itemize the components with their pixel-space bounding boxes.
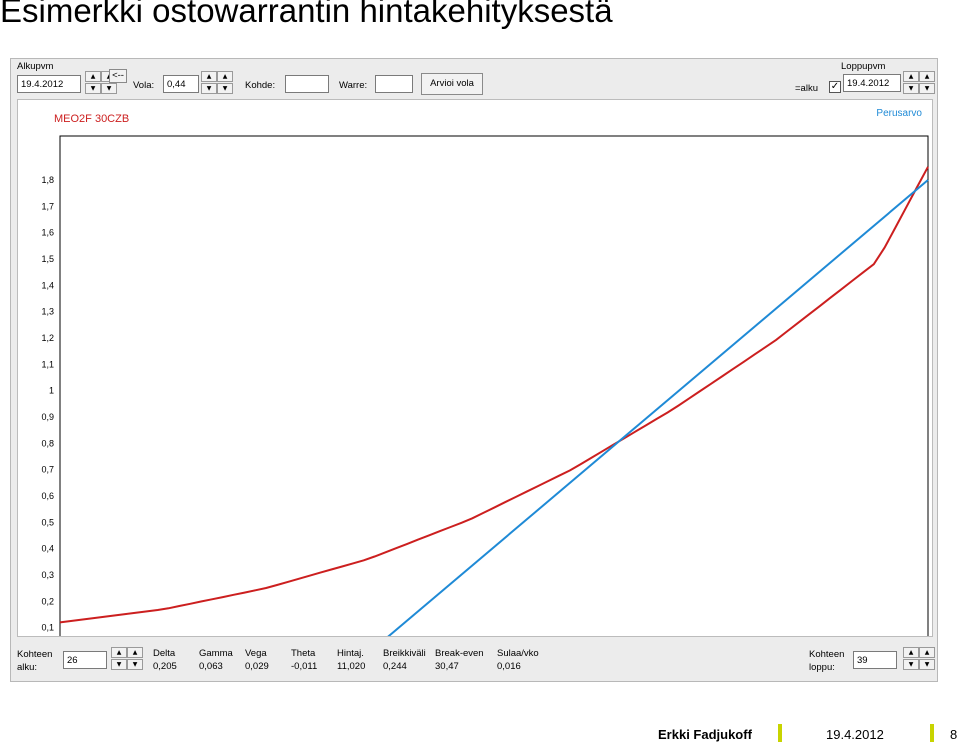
- vola-label: Vola:: [133, 80, 155, 91]
- alku-checkbox[interactable]: ✓: [829, 81, 841, 93]
- footer-divider-2: [930, 724, 934, 742]
- kohteen-loppu-label: Kohteen: [809, 649, 845, 660]
- kohteen-loppu-down2-icon[interactable]: ▼: [919, 659, 935, 670]
- vola-down-icon[interactable]: ▼: [201, 83, 217, 94]
- slide-title: Esimerkki ostowarrantin hintakehityksest…: [0, 0, 613, 29]
- vola-field[interactable]: 0,44: [163, 75, 199, 93]
- kohteen-alku-down-icon[interactable]: ▼: [111, 659, 127, 670]
- footer-author: Erkki Fadjukoff: [658, 727, 752, 742]
- legend-perusarvo: Perusarvo: [876, 108, 922, 119]
- stat-label: Breikkiväli: [383, 648, 426, 659]
- price-chart: MEO2F 30CZB Perusarvo 00,10,20,30,40,50,…: [41, 108, 934, 671]
- stat-value: 30,47: [435, 661, 459, 672]
- y-tick-label: 1,4: [41, 280, 54, 290]
- y-tick-label: 1,3: [41, 307, 54, 317]
- y-tick-label: 1,8: [41, 175, 54, 185]
- stat-label: Theta: [291, 648, 316, 659]
- alkupvm-down2-icon[interactable]: ▼: [101, 83, 117, 94]
- arvioi-vola-button[interactable]: Arvioi vola: [421, 73, 483, 95]
- alkupvm-field[interactable]: 19.4.2012: [17, 75, 81, 93]
- back-button[interactable]: <--: [109, 69, 127, 83]
- vola-down2-icon[interactable]: ▼: [217, 83, 233, 94]
- vola-up2-icon[interactable]: ▲: [217, 71, 233, 82]
- y-tick-label: 0,7: [41, 465, 54, 475]
- y-tick-label: 0,3: [41, 570, 54, 580]
- footer-divider: [778, 724, 782, 742]
- stat-value: 0,016: [497, 661, 521, 672]
- series-line-perusarvo: [366, 179, 929, 655]
- kohteen-alku-up-icon[interactable]: ▲: [111, 647, 127, 658]
- series-line-warrant: [59, 166, 929, 624]
- kohteen-loppu-label2: loppu:: [809, 662, 835, 673]
- loppupvm-field[interactable]: 19.4.2012: [843, 74, 901, 92]
- kohteen-loppu-up2-icon[interactable]: ▲: [919, 647, 935, 658]
- y-tick-label: 0,9: [41, 412, 54, 422]
- slide-footer: Erkki Fadjukoff 19.4.2012 8: [0, 722, 960, 745]
- stat-value: 0,205: [153, 661, 177, 672]
- app-window: Alkupvm 19.4.2012 ▲ ▼ ▲ ▼ <-- Vola: 0,44…: [10, 58, 938, 682]
- footer-date: 19.4.2012: [826, 727, 884, 742]
- y-tick-label: 0,1: [41, 623, 54, 633]
- kohteen-alku-down2-icon[interactable]: ▼: [127, 659, 143, 670]
- plot-area: [59, 135, 929, 655]
- loppupvm-up2-icon[interactable]: ▲: [919, 71, 935, 82]
- kohteen-alku-up2-icon[interactable]: ▲: [127, 647, 143, 658]
- alkupvm-up-icon[interactable]: ▲: [85, 71, 101, 82]
- stat-label: Vega: [245, 648, 267, 659]
- loppupvm-up-icon[interactable]: ▲: [903, 71, 919, 82]
- kohteen-alku-label2: alku:: [17, 662, 38, 673]
- kohteen-loppu-field[interactable]: 39: [853, 651, 897, 669]
- y-tick-label: 1: [49, 386, 54, 396]
- footer-page-number: 8: [950, 727, 958, 742]
- loppupvm-label: Loppupvm: [841, 61, 886, 72]
- stat-label: Gamma: [199, 648, 233, 659]
- y-tick-label: 1,7: [41, 201, 54, 211]
- stat-label: Sulaa/vko: [497, 648, 539, 659]
- warre-field[interactable]: [375, 75, 413, 93]
- y-tick-label: 0,4: [41, 544, 54, 554]
- stat-label: Hintaj.: [337, 648, 364, 659]
- y-tick-label: 0,2: [41, 596, 54, 606]
- alkupvm-label: Alkupvm: [17, 61, 54, 72]
- chart-title: MEO2F 30CZB: [54, 113, 129, 125]
- y-tick-label: 0,5: [41, 517, 54, 527]
- kohteen-loppu-down-icon[interactable]: ▼: [903, 659, 919, 670]
- y-tick-label: 1,1: [41, 359, 54, 369]
- stat-value: 11,020: [337, 661, 366, 672]
- loppupvm-down2-icon[interactable]: ▼: [919, 83, 935, 94]
- kohteen-loppu-up-icon[interactable]: ▲: [903, 647, 919, 658]
- kohteen-alku-label: Kohteen: [17, 649, 53, 660]
- stat-value: 0,244: [383, 661, 407, 672]
- y-tick-label: 0,6: [41, 491, 54, 501]
- stat-label: Break-even: [435, 648, 484, 659]
- kohde-field[interactable]: [285, 75, 329, 93]
- kohteen-alku-field[interactable]: 26: [63, 651, 107, 669]
- stat-value: 0,063: [199, 661, 223, 672]
- stat-value: 0,029: [245, 661, 269, 672]
- stat-label: Delta: [153, 648, 176, 659]
- vola-up-icon[interactable]: ▲: [201, 71, 217, 82]
- loppupvm-down-icon[interactable]: ▼: [903, 83, 919, 94]
- alkupvm-down-icon[interactable]: ▼: [85, 83, 101, 94]
- y-tick-label: 0,8: [41, 438, 54, 448]
- y-tick-label: 1,2: [41, 333, 54, 343]
- stat-value: -0,011: [291, 661, 318, 672]
- kohde-label: Kohde:: [245, 80, 276, 91]
- y-tick-label: 1,5: [41, 254, 54, 264]
- y-tick-label: 1,6: [41, 228, 54, 238]
- chart-panel: MEO2F 30CZB Perusarvo 00,10,20,30,40,50,…: [17, 99, 934, 671]
- warre-label: Warre:: [339, 80, 368, 91]
- alku-label: =alku: [795, 83, 818, 94]
